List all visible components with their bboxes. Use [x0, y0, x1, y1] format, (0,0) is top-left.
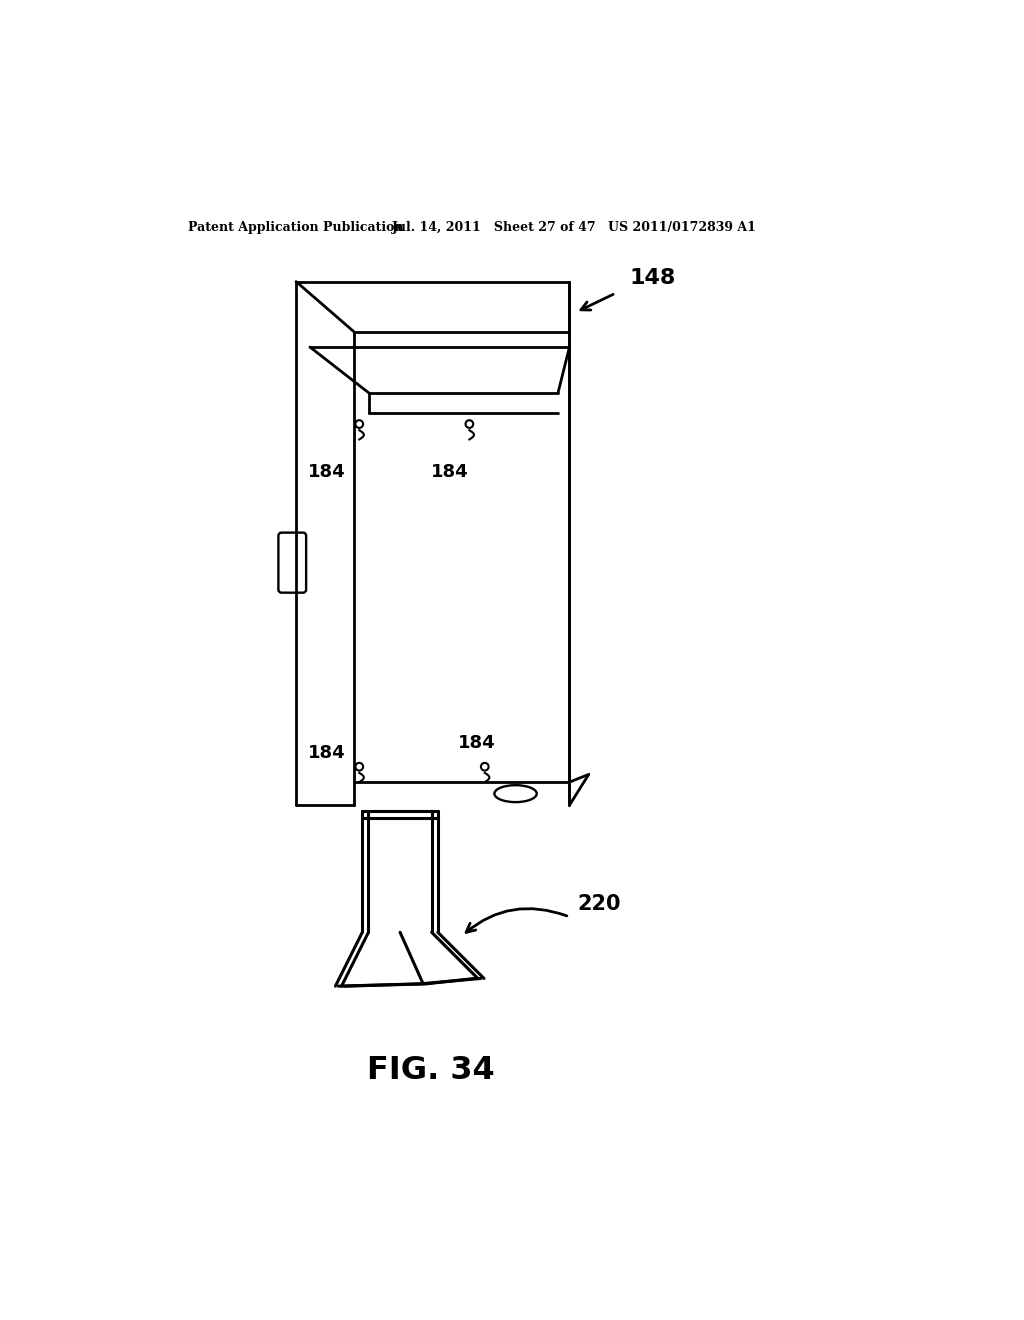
Text: FIG. 34: FIG. 34 [367, 1056, 495, 1086]
Text: 148: 148 [630, 268, 676, 288]
Text: 184: 184 [308, 743, 346, 762]
Text: 184: 184 [431, 462, 469, 480]
Text: Jul. 14, 2011   Sheet 27 of 47: Jul. 14, 2011 Sheet 27 of 47 [392, 222, 597, 234]
Text: Patent Application Publication: Patent Application Publication [188, 222, 403, 234]
Text: US 2011/0172839 A1: US 2011/0172839 A1 [608, 222, 756, 234]
Text: 220: 220 [578, 894, 621, 913]
Text: 184: 184 [459, 734, 496, 752]
Text: 184: 184 [308, 462, 346, 480]
